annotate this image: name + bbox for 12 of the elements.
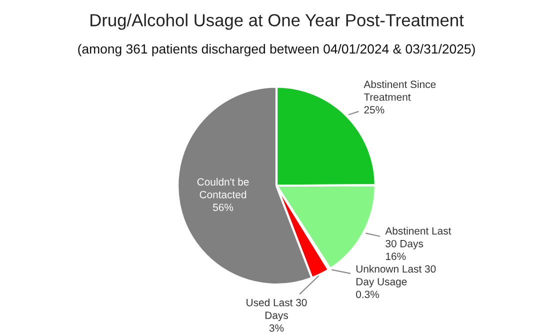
slice-label: Used Last 30 Days [246, 298, 307, 322]
slice-label: Abstinent Last 30 Days [385, 226, 452, 250]
chart-subtitle: (among 361 patients discharged between 04/01/2024 & 03/31/2025) [78, 44, 475, 56]
data-label: 16% [386, 252, 406, 260]
data-label: 3% [269, 324, 284, 332]
slice-label: Couldn't be Contacted [197, 178, 249, 198]
data-label: 0.3% [356, 290, 380, 298]
data-label: 25% [364, 106, 384, 114]
chart-title: Drug/Alcohol Usage at One Year Post-Treatment [90, 14, 464, 30]
data-label: 56% [213, 204, 234, 212]
slice-label: Unknown Last 30 Day Usage [356, 264, 436, 288]
slice-label: Abstinent Since Treatment [364, 80, 436, 101]
